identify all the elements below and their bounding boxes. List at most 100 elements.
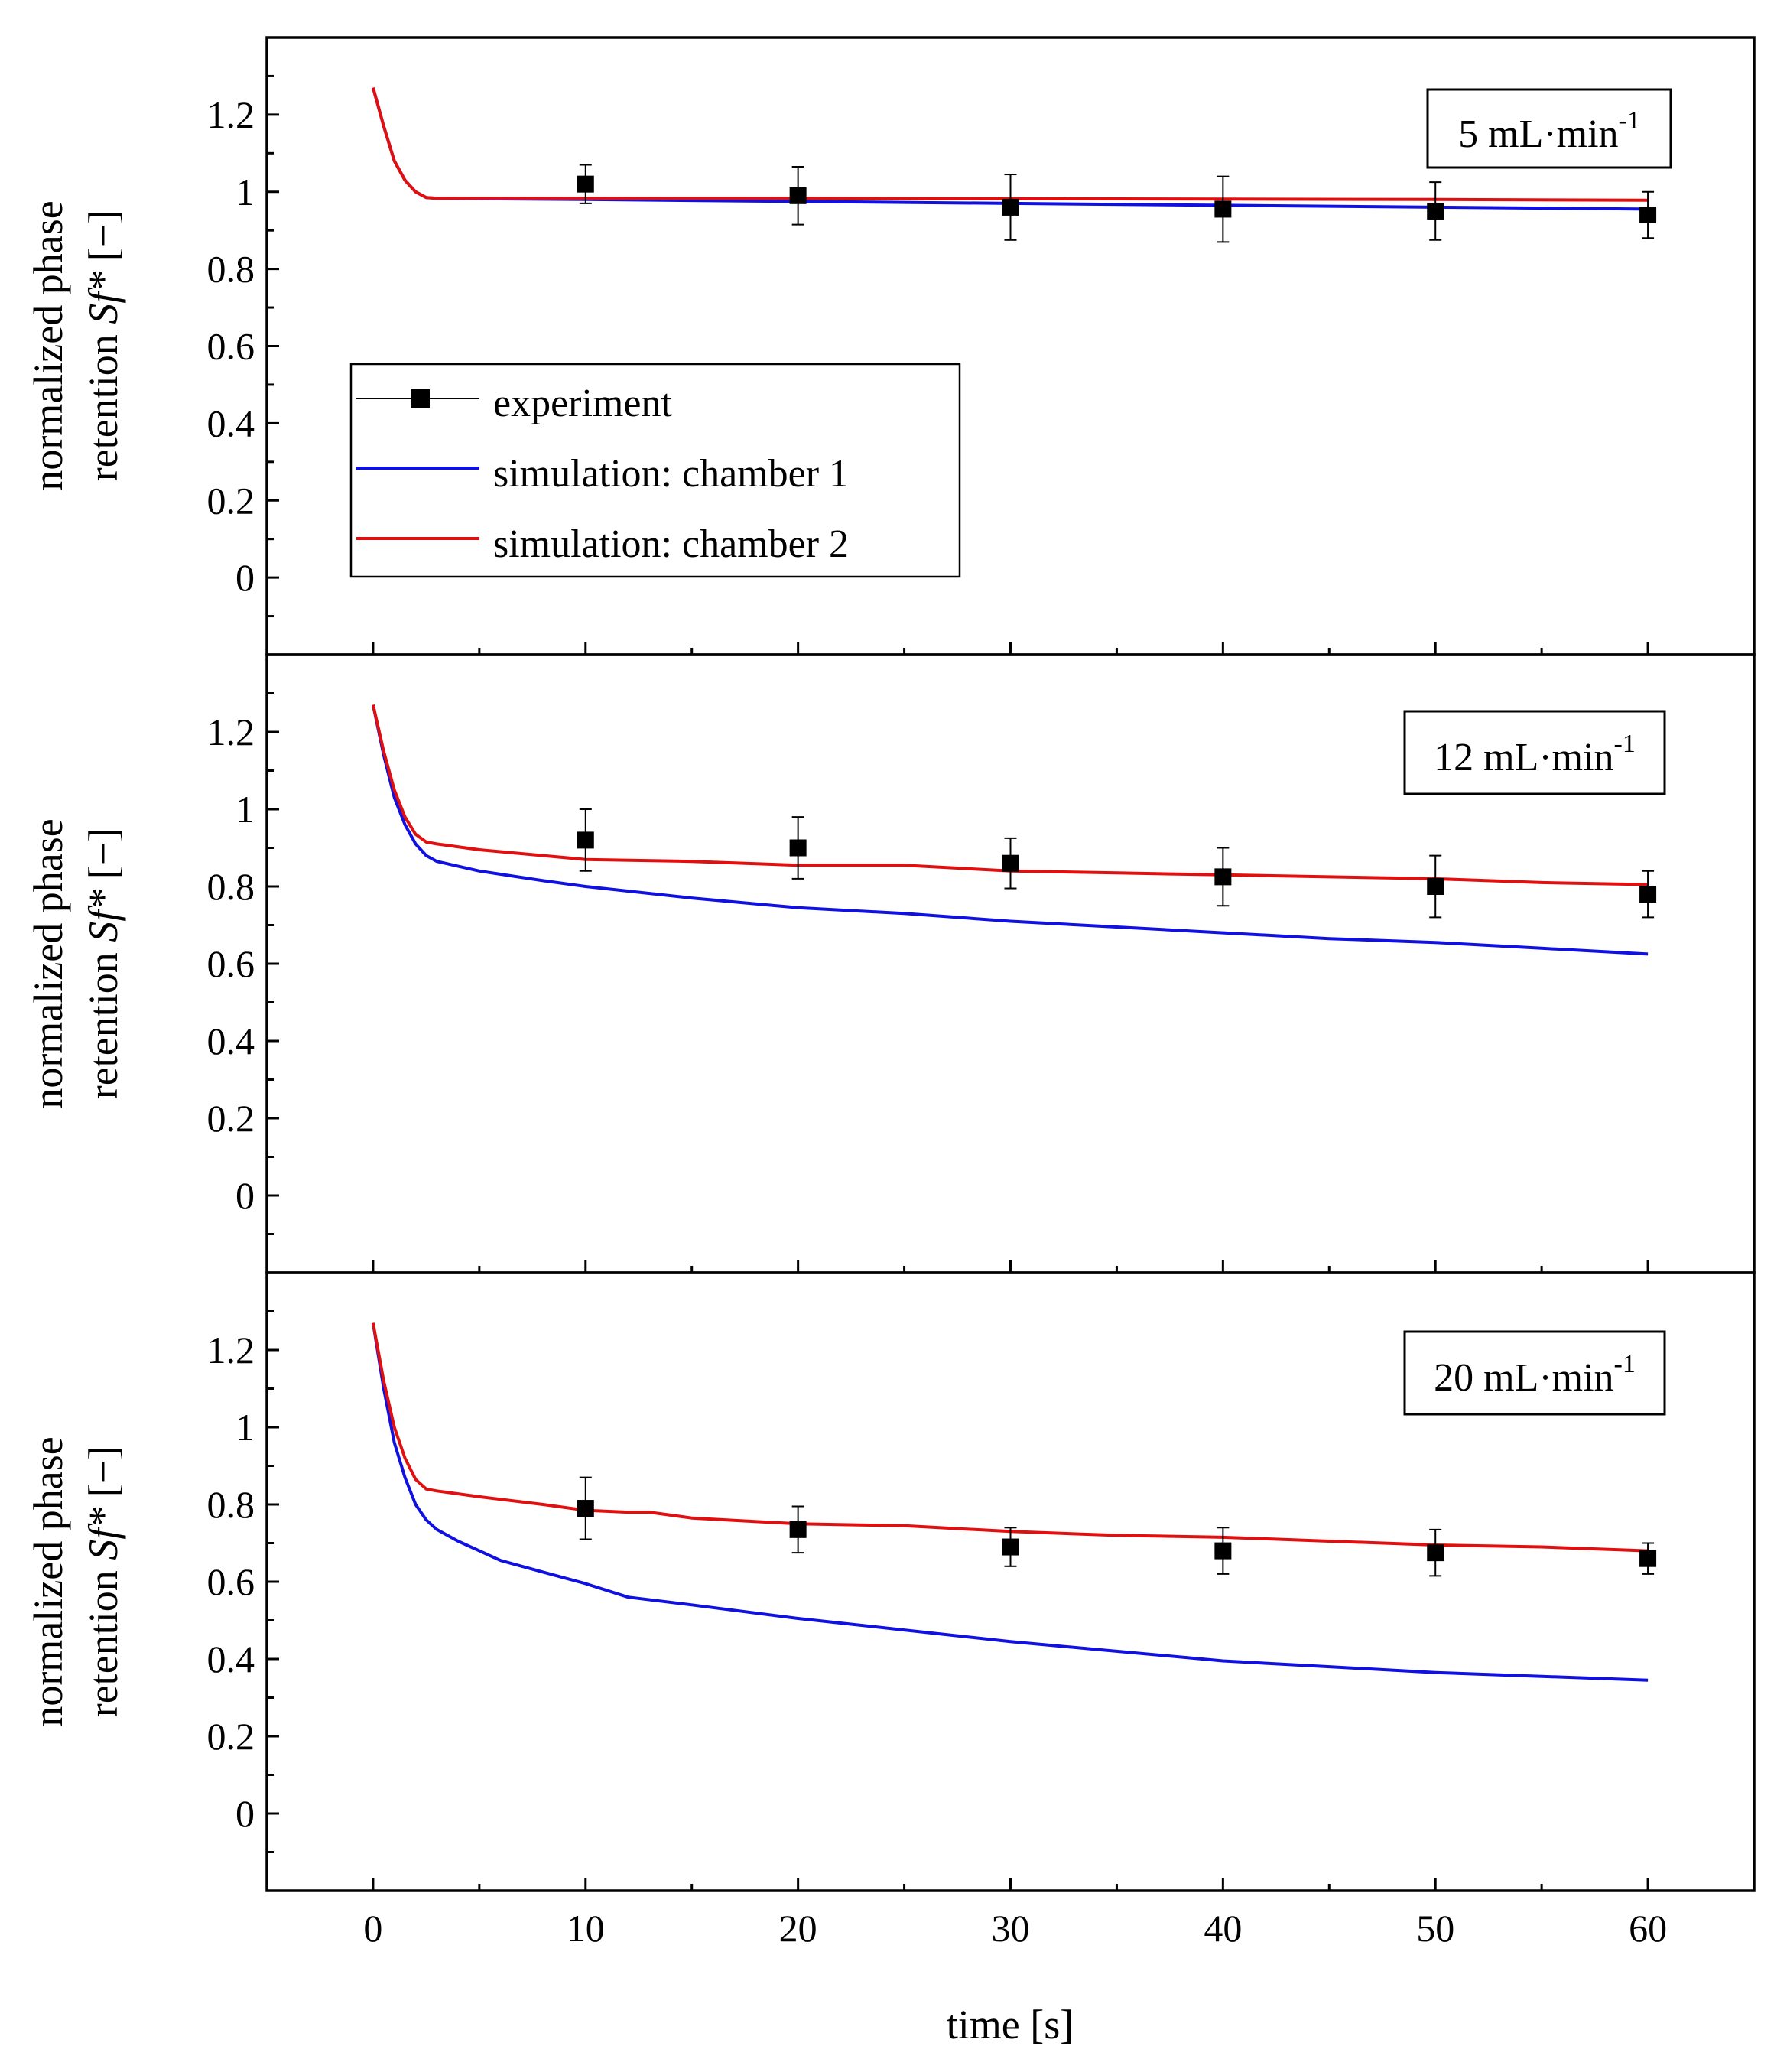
experiment-marker [789, 187, 807, 204]
panel-2-experiment-point [1002, 837, 1019, 890]
panel-2-curves [371, 704, 1649, 956]
y-axis-title-2-line1: normalized phase [25, 818, 71, 1108]
panel-1-y-tick-label: 1 [236, 171, 255, 213]
panel-3-y-tick-label: 0.6 [207, 1560, 255, 1603]
x-tick-label: 50 [1416, 1907, 1454, 1950]
y-axis-title-1: normalized phase retention Sf* [−] [25, 200, 126, 490]
legend-box [349, 363, 961, 578]
experiment-marker [1002, 854, 1019, 872]
panel-3-frame [265, 1271, 1756, 1892]
y-axis-title-2-suffix: [−] [80, 828, 126, 890]
panel-2-rate-box: 12 mL·min-1 [1403, 710, 1666, 795]
panel-3-experiment-point [1427, 1528, 1444, 1577]
legend-experiment-label: experiment [493, 382, 672, 425]
y-axis-title-3-line2: retention Sf* [−] [80, 1446, 126, 1717]
panel-3-experiment-point [1002, 1527, 1019, 1567]
experiment-marker [1639, 1550, 1657, 1567]
panel-3-series-chamber-1 [371, 1322, 1649, 1682]
panel-2-series-chamber-1 [371, 704, 1649, 956]
y-axis-title-3: normalized phase retention Sf* [−] [25, 1436, 126, 1726]
panel-2-experiment-point [577, 808, 594, 872]
panel-3-rate-label: 20 mL·min [1434, 1356, 1613, 1400]
y-axis-title-2-line2: retention Sf* [−] [80, 828, 126, 1099]
panel-2-y-ticks: 0 0.2 0.4 0.6 0.8 1 1.2 [207, 692, 279, 1235]
experiment-marker [577, 175, 594, 193]
x-tick-label: 40 [1204, 1907, 1242, 1950]
panel-3-y-tick-label: 0.8 [207, 1483, 255, 1526]
y-axis-title-2-prefix: retention [80, 942, 126, 1099]
experiment-marker [1002, 1538, 1019, 1556]
panel-3-y-tick-label: 1 [236, 1406, 255, 1449]
y-axis-title-2: normalized phase retention Sf* [−] [25, 818, 126, 1108]
panel-2-y-tick-label: 0.4 [207, 1020, 255, 1062]
x-tick-label: 30 [992, 1907, 1030, 1950]
experiment-marker [1427, 878, 1444, 895]
panel-1-experiment-point [1002, 174, 1019, 241]
experiment-marker [789, 839, 807, 857]
panel-1-experiment-point [577, 164, 594, 204]
panel-1-experiment-point [1427, 181, 1444, 241]
legend-chamber2-label: simulation: chamber 2 [493, 522, 849, 566]
panel-1-rate-exponent: -1 [1619, 106, 1640, 135]
panel-3-curves [371, 1322, 1649, 1682]
panel-1-y-ticks: 0 0.2 0.4 0.6 0.8 1 1.2 [207, 74, 279, 618]
legend-chamber1-label: simulation: chamber 1 [493, 452, 849, 496]
panel-2-y-tick-label: 0 [236, 1174, 255, 1217]
experiment-marker [1427, 202, 1444, 220]
panel-1-rate-label: 5 mL·min [1458, 112, 1618, 156]
y-axis-title-3-prefix: retention [80, 1560, 126, 1717]
experiment-marker [1214, 868, 1232, 886]
svg-text:20 mL·min-1: 20 mL·min-1 [1434, 1350, 1636, 1400]
panel-2-experiment-point [1639, 870, 1657, 919]
panel-1-curves [371, 87, 1649, 211]
panel-2-rate-exponent: -1 [1614, 730, 1636, 758]
panel-1-experiment-point [1214, 175, 1232, 243]
panel-1-y-tick-label: 1.2 [207, 93, 255, 136]
panel-2-y-tick-label: 1 [236, 788, 255, 831]
panel-2-series-chamber-2 [371, 704, 1649, 886]
y-axis-title-1-line1: normalized phase [25, 200, 71, 490]
panel-2-y-tick-label: 0.2 [207, 1097, 255, 1140]
panel-3-rate-exponent: -1 [1614, 1350, 1636, 1378]
experiment-marker [1639, 207, 1657, 224]
experiment-marker [789, 1521, 807, 1538]
panel-3-experiment-point [789, 1505, 807, 1554]
panel-1-rate-box: 5 mL·min-1 [1426, 88, 1672, 169]
panel-2-experiment-point [789, 816, 807, 880]
panel-3-experiment-point [577, 1476, 594, 1540]
panel-1-experiment-point [1639, 190, 1657, 239]
x-tick-label: 60 [1629, 1907, 1667, 1950]
panel-3-experiment-point [1214, 1527, 1232, 1575]
x-axis-title: time [s] [947, 2002, 1074, 2048]
legend: experiment simulation: chamber 1 simulat… [349, 363, 961, 578]
panel-3-experiment-point [1639, 1542, 1657, 1575]
panel-2: 0 0.2 0.4 0.6 0.8 1 1.2 12 mL·min-1 [207, 653, 1756, 1274]
panel-3-y-tick-label: 0.4 [207, 1638, 255, 1680]
panel-1-y-tick-label: 0.6 [207, 325, 255, 368]
svg-text:5 mL·min-1: 5 mL·min-1 [1458, 106, 1640, 156]
x-tick-label: 20 [779, 1907, 817, 1950]
legend-experiment-marker [411, 389, 430, 408]
panel-1-experiment-point [789, 165, 807, 226]
panel-3-y-tick-label: 0 [236, 1792, 255, 1835]
panel-3-series-chamber-2 [371, 1322, 1649, 1553]
experiment-marker [577, 831, 594, 849]
y-axis-title-3-symbol: Sf* [80, 1508, 126, 1560]
experiment-marker [1427, 1544, 1444, 1562]
panel-1-y-tick-label: 0.2 [207, 479, 255, 522]
experiment-marker [1214, 200, 1232, 218]
panel-1-y-tick-label: 0.4 [207, 402, 255, 444]
svg-text:12 mL·min-1: 12 mL·min-1 [1434, 730, 1636, 779]
panel-3-y-ticks: 0 0.2 0.4 0.6 0.8 1 1.2 [207, 1310, 279, 1853]
x-tick-labels: 0 10 20 30 40 50 60 [363, 1907, 1667, 1950]
x-tick-label: 10 [567, 1907, 605, 1950]
experiment-marker [577, 1500, 594, 1517]
panel-2-experiment-point [1427, 854, 1444, 919]
panel-1-series-chamber-2 [371, 87, 1649, 202]
x-tick-label: 0 [363, 1907, 382, 1950]
panel-2-y-tick-label: 0.8 [207, 865, 255, 908]
panel-1-points [577, 164, 1657, 243]
panel-3-points [577, 1476, 1657, 1577]
